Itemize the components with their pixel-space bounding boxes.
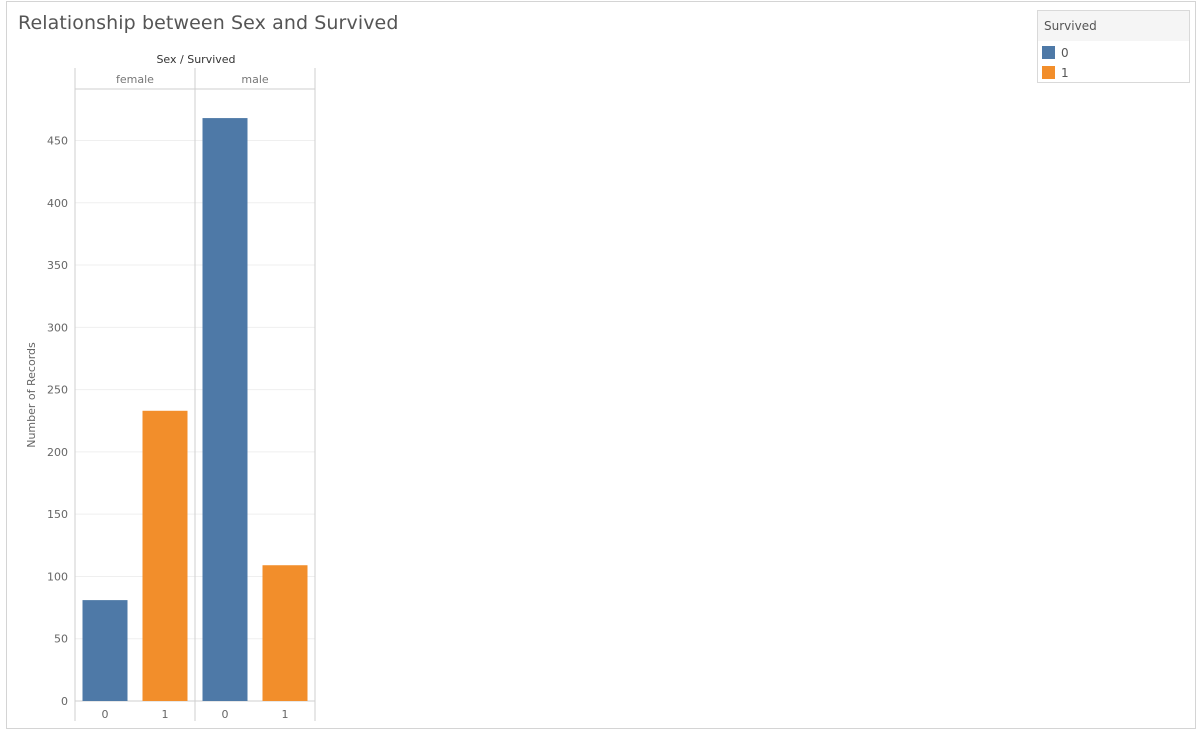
y-axis-label: Number of Records [25,342,38,448]
chart-title: Relationship between Sex and Survived [18,12,399,34]
column-header: Sex / Survived [156,53,235,66]
y-tick-label: 50 [54,633,68,646]
x-tick-label: 1 [162,708,169,721]
legend-label-1: 1 [1061,66,1069,80]
legend-label-0: 0 [1061,46,1069,60]
dashboard-frame [6,1,1196,729]
x-axis-ticks: 0 1 0 1 [102,708,289,721]
y-tick-label: 200 [47,446,68,459]
bar-male-1[interactable] [262,565,308,701]
y-axis-ticks: 0 50 100 150 200 250 300 350 400 450 [47,135,68,709]
legend[interactable]: Survived 0 1 [1037,10,1190,83]
y-tick-label: 100 [47,570,68,583]
y-tick-label: 350 [47,259,68,272]
bars [82,118,308,701]
y-tick-label: 150 [47,508,68,521]
y-tick-label: 300 [47,321,68,334]
legend-swatch-0 [1042,46,1055,59]
bar-female-0[interactable] [82,600,128,701]
pane-header-female[interactable]: female [116,73,154,86]
x-tick-label: 0 [102,708,109,721]
bar-male-0[interactable] [202,118,248,701]
pane-borders [74,68,316,721]
y-tick-label: 400 [47,197,68,210]
y-tick-label: 250 [47,384,68,397]
y-tick-label: 0 [61,695,68,708]
legend-item-0[interactable]: 0 [1042,45,1069,61]
pane-header-male[interactable]: male [241,73,269,86]
bar-female-1[interactable] [142,410,188,701]
y-tick-label: 450 [47,135,68,148]
x-tick-label: 0 [222,708,229,721]
x-tick-label: 1 [282,708,289,721]
legend-title: Survived [1038,11,1189,41]
legend-item-1[interactable]: 1 [1042,65,1069,81]
legend-swatch-1 [1042,66,1055,79]
